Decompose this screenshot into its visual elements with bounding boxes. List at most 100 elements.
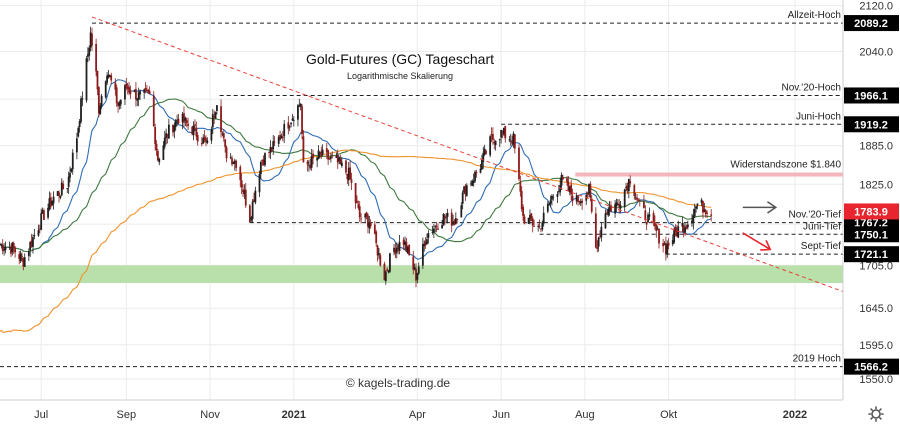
candle-body [437,228,439,230]
candle-body [312,153,314,159]
candle-body [235,160,238,168]
candle-body [465,185,468,196]
candle-body [331,154,334,156]
candle-body [70,168,73,172]
candle-body [225,147,228,159]
candle-body [387,270,390,273]
candle-body [354,183,357,203]
candle-body [11,242,14,252]
candle-body [3,249,6,251]
candle-body [261,159,264,162]
candle-body [174,120,177,127]
candle-body [501,131,504,133]
candle-body [529,215,531,219]
current-price-label: 1783.9 [854,206,888,218]
candle-body [579,201,582,204]
candle-body [299,103,302,107]
candle-body [264,153,266,165]
candle-body [421,244,424,266]
candle-body [107,74,110,78]
candle-body [232,162,235,164]
candle-body [508,139,511,141]
candle-body [269,147,272,153]
candle-body [533,226,535,228]
candle-body [548,203,551,205]
candle-body [183,113,185,123]
price-badge-label: 1721.1 [854,249,888,261]
level-label: Juni-Tief [803,221,841,232]
candle-body [684,227,687,233]
candle-body [671,240,674,245]
candle-body [441,225,443,229]
candle-body [148,91,151,95]
price-badge [844,116,899,133]
candle-body [434,225,437,227]
price-badges: 2089.21966.11919.21767.21750.11721.11566… [844,15,899,375]
candle-body [115,87,118,104]
candle-body [686,224,689,228]
level-label: 2019 Hoch [793,354,841,365]
candle-body [667,242,670,246]
candle-body [21,255,23,257]
candle-body [685,226,688,229]
candle-body [229,156,232,158]
candle-body [321,149,324,155]
candle-body [378,253,380,256]
candle-body [184,117,187,121]
candle-body [243,190,246,195]
candle-body [662,243,665,247]
candle-body [272,141,275,150]
candle-body [594,213,597,248]
candle-body [356,200,358,203]
candle-body [200,143,203,145]
candle-body [523,216,526,224]
candle-body [23,257,26,267]
candle-body [408,245,411,256]
candle-body [519,181,522,192]
candle-body [350,179,353,183]
candle-body [513,134,516,149]
candle-body [404,241,406,245]
candle-body [423,243,426,247]
candle-body [302,136,305,163]
candle-body [383,263,386,281]
candle-body [677,226,680,238]
candle-body [12,243,15,249]
zones: Widerstandszone $1.840 [0,160,843,284]
gear-icon[interactable] [868,406,884,422]
candle-body [368,222,371,229]
candle-body [454,218,457,224]
candle-body [49,197,52,207]
candle-body [270,147,273,152]
candle-body [360,218,362,220]
candle-body [386,269,389,271]
candle-body [172,125,174,133]
candle-body [310,155,313,168]
candle-body [633,185,636,197]
candle-body [56,191,59,196]
x-tick-label: 2021 [282,409,306,421]
candle-body [491,133,494,140]
arrow-head [760,239,772,251]
candle-body [481,159,483,170]
candle-body [379,255,382,266]
candle-body [316,157,319,161]
candle-body [100,95,103,107]
candle-body [607,208,610,216]
candle-body [14,247,17,253]
candle-body [489,136,492,156]
candle-body [254,190,257,203]
candle-body [470,183,472,185]
candle-body [452,221,454,225]
candle-body [518,147,520,180]
candle-body [283,124,286,137]
candle-body [8,247,11,249]
level-label: Sept-Tief [801,241,841,252]
candle-body [0,244,3,246]
candle-body [328,158,331,160]
price-badge-label: 1750.1 [854,229,888,241]
candle-body [638,200,641,201]
candle-body [556,193,559,197]
candle-body [147,89,150,93]
